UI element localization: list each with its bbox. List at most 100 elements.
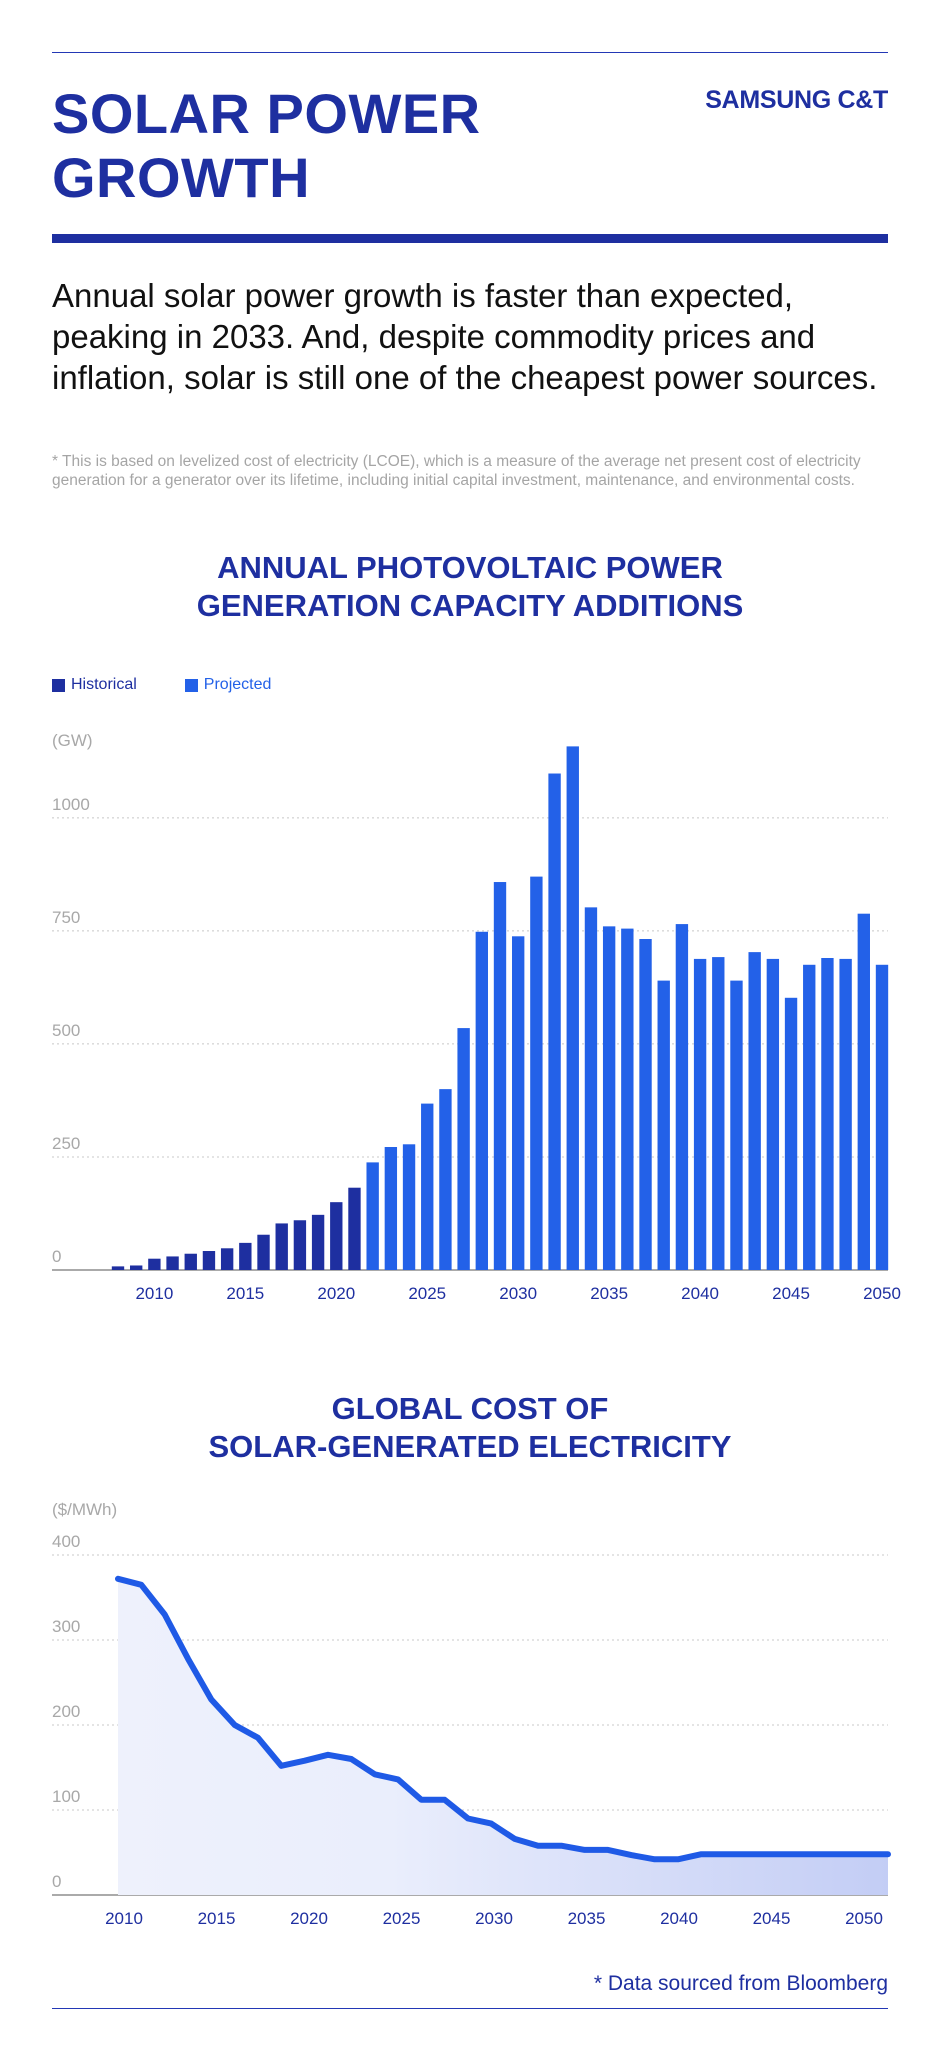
line-chart-y-tick: 100 [52,1787,80,1806]
legend-label-projected: Projected [203,676,272,693]
legend-label-historical: Historical [71,676,137,693]
title-divider [52,234,888,243]
bar-projected-2035 [602,926,616,1270]
line-chart-y-tick: 300 [52,1617,80,1636]
bar-chart-x-tick: 2040 [681,1284,719,1303]
top-rule [52,52,888,53]
bar-projected-2036 [621,928,634,1270]
bar-historical-2018 [293,1220,307,1270]
bar-projected-2027 [457,1028,470,1270]
bar-projected-2039 [675,924,689,1270]
bar-projected-2037 [639,939,652,1270]
bar-projected-2028 [475,931,488,1270]
line-chart-x-tick: 2025 [383,1909,421,1928]
bar-chart-x-tick: 2015 [226,1284,264,1303]
solar-cost-line-chart: ($/MWh) 0 100 200 300 400 2010 2015 2020 2025 203… [52,1500,891,1928]
pv-capacity-bar-chart: (GW) 0 250 500 750 1000 2010 2015 2020 2025 2030 2… [52,731,901,1303]
bar-chart-y-axis: (GW) 0 250 500 750 1000 [52,731,93,1266]
line-chart-x-tick: 2020 [290,1909,328,1928]
bar-historical-2013 [202,1251,216,1270]
bar-chart-x-tick: 2030 [499,1284,537,1303]
bar-historical-2009 [130,1265,143,1270]
bar-projected-2041 [712,957,725,1270]
legend-swatch-historical [52,678,65,692]
line-chart-x-tick: 2035 [568,1909,606,1928]
title-line-2: GROWTH [52,146,311,209]
line-chart-x-axis: 2010 2015 2020 2025 2030 2035 2040 2045 2050 [105,1909,883,1928]
bar-projected-2047 [821,958,834,1270]
line-chart-y-unit: ($/MWh) [52,1500,117,1519]
bar-chart-y-tick: 1000 [52,795,90,814]
bar-projected-2033 [566,746,579,1270]
bar-chart-x-tick: 2010 [135,1284,173,1303]
bar-projected-2034 [584,907,598,1270]
data-source-note: * Data sourced from Bloomberg [593,1972,888,1995]
line-chart-x-tick: 2040 [660,1909,698,1928]
line-chart-x-tick: 2050 [845,1909,883,1928]
line-chart-title-line-2: SOLAR-GENERATED ELECTRICITY [208,1429,732,1464]
bar-projected-2044 [766,958,780,1270]
bar-projected-2042 [730,980,743,1270]
intro-text: Annual solar power growth is faster than… [52,277,878,396]
bar-chart-y-tick: 250 [52,1134,80,1153]
line-chart-title-line-1: GLOBAL COST OF [331,1391,609,1426]
bar-projected-2040 [693,958,707,1270]
bar-projected-2038 [657,980,670,1270]
bar-projected-2029 [493,882,507,1270]
bar-historical-2015 [239,1242,252,1270]
bar-projected-2030 [512,936,525,1270]
bar-projected-2050 [875,964,889,1270]
bar-historical-2010 [148,1258,161,1270]
brand-logo: SAMSUNG C&T [705,86,888,114]
lcoe-footnote: * This is based on levelized cost of ele… [52,453,861,489]
bar-projected-2024 [402,1144,416,1270]
bar-historical-2021 [348,1187,361,1270]
bar-historical-2016 [257,1234,270,1270]
line-chart-x-tick: 2045 [753,1909,791,1928]
bar-projected-2022 [366,1162,379,1270]
bar-projected-2046 [803,964,816,1270]
bar-chart-x-tick: 2035 [590,1284,628,1303]
bar-chart-y-unit: (GW) [52,731,93,750]
line-chart-title: GLOBAL COST OF SOLAR-GENERATED ELECTRICI… [0,1390,940,1466]
bar-historical-2019 [311,1214,325,1270]
bar-chart-x-tick: 2020 [317,1284,355,1303]
legend-item-historical: Historical [52,676,137,694]
bar-chart-gridlines [52,817,888,1271]
legend-swatch-projected [184,678,198,692]
bar-chart-x-tick: 2050 [863,1284,901,1303]
bar-chart-bars [111,746,889,1270]
line-chart-y-tick: 200 [52,1702,80,1721]
bar-historical-2008 [111,1266,125,1270]
page-title: SOLAR POWER GROWTH [52,82,612,210]
bar-chart-y-tick: 0 [52,1247,61,1266]
bar-chart-x-tick: 2025 [408,1284,446,1303]
bar-historical-2014 [220,1248,234,1270]
cost-line [115,1575,891,1863]
bar-chart-x-tick: 2045 [772,1284,810,1303]
bar-chart-title: ANNUAL PHOTOVOLTAIC POWER GENERATION CAP… [0,549,940,625]
bar-historical-2012 [184,1253,197,1270]
cost-area-fill [118,1578,888,1895]
bar-projected-2049 [857,913,870,1270]
bar-chart-y-tick: 500 [52,1021,80,1040]
bar-historical-2020 [330,1202,343,1270]
bar-projected-2031 [530,876,543,1270]
bar-projected-2023 [384,1147,398,1270]
line-chart-x-tick: 2015 [198,1909,236,1928]
bar-projected-2043 [748,952,761,1270]
line-chart-x-tick: 2030 [475,1909,513,1928]
bar-projected-2048 [839,958,852,1270]
title-line-1: SOLAR POWER [52,82,481,145]
line-chart-y-axis: ($/MWh) 0 100 200 300 400 [52,1500,117,1891]
bar-chart-legend: Historical Projected [52,676,271,694]
bottom-rule [52,2008,888,2009]
bar-chart-y-tick: 750 [52,908,80,927]
bar-projected-2025 [421,1103,434,1270]
legend-item-projected: Projected [184,676,272,694]
bar-projected-2032 [548,773,561,1270]
line-chart-x-tick: 2010 [105,1909,143,1928]
bar-chart-title-line-1: ANNUAL PHOTOVOLTAIC POWER [217,550,723,585]
bar-historical-2011 [166,1256,179,1270]
bar-projected-2045 [784,997,798,1270]
